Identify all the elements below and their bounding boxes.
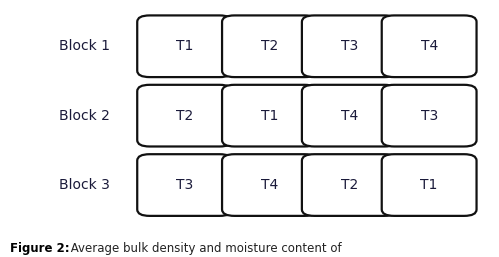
Text: Block 1: Block 1 — [59, 39, 110, 53]
FancyBboxPatch shape — [302, 154, 397, 216]
FancyBboxPatch shape — [302, 85, 397, 146]
Text: Block 3: Block 3 — [59, 178, 110, 192]
FancyBboxPatch shape — [137, 154, 232, 216]
FancyBboxPatch shape — [382, 15, 477, 77]
Text: Block 2: Block 2 — [59, 109, 110, 123]
Text: T2: T2 — [261, 39, 278, 53]
Text: T3: T3 — [341, 39, 358, 53]
FancyBboxPatch shape — [137, 85, 232, 146]
FancyBboxPatch shape — [222, 15, 317, 77]
Text: T4: T4 — [421, 39, 438, 53]
FancyBboxPatch shape — [137, 15, 232, 77]
Text: T2: T2 — [176, 109, 193, 123]
Text: Figure 2:: Figure 2: — [10, 242, 69, 255]
Text: T2: T2 — [341, 178, 358, 192]
FancyBboxPatch shape — [222, 154, 317, 216]
FancyBboxPatch shape — [222, 85, 317, 146]
Text: T4: T4 — [341, 109, 358, 123]
Text: Average bulk density and moisture content of
composts at different stages.: Average bulk density and moisture conten… — [67, 242, 342, 257]
Text: T3: T3 — [421, 109, 438, 123]
FancyBboxPatch shape — [382, 85, 477, 146]
Text: T1: T1 — [421, 178, 438, 192]
Text: T4: T4 — [261, 178, 278, 192]
Text: T3: T3 — [176, 178, 193, 192]
Text: T1: T1 — [176, 39, 193, 53]
FancyBboxPatch shape — [302, 15, 397, 77]
FancyBboxPatch shape — [382, 154, 477, 216]
Text: T1: T1 — [261, 109, 278, 123]
